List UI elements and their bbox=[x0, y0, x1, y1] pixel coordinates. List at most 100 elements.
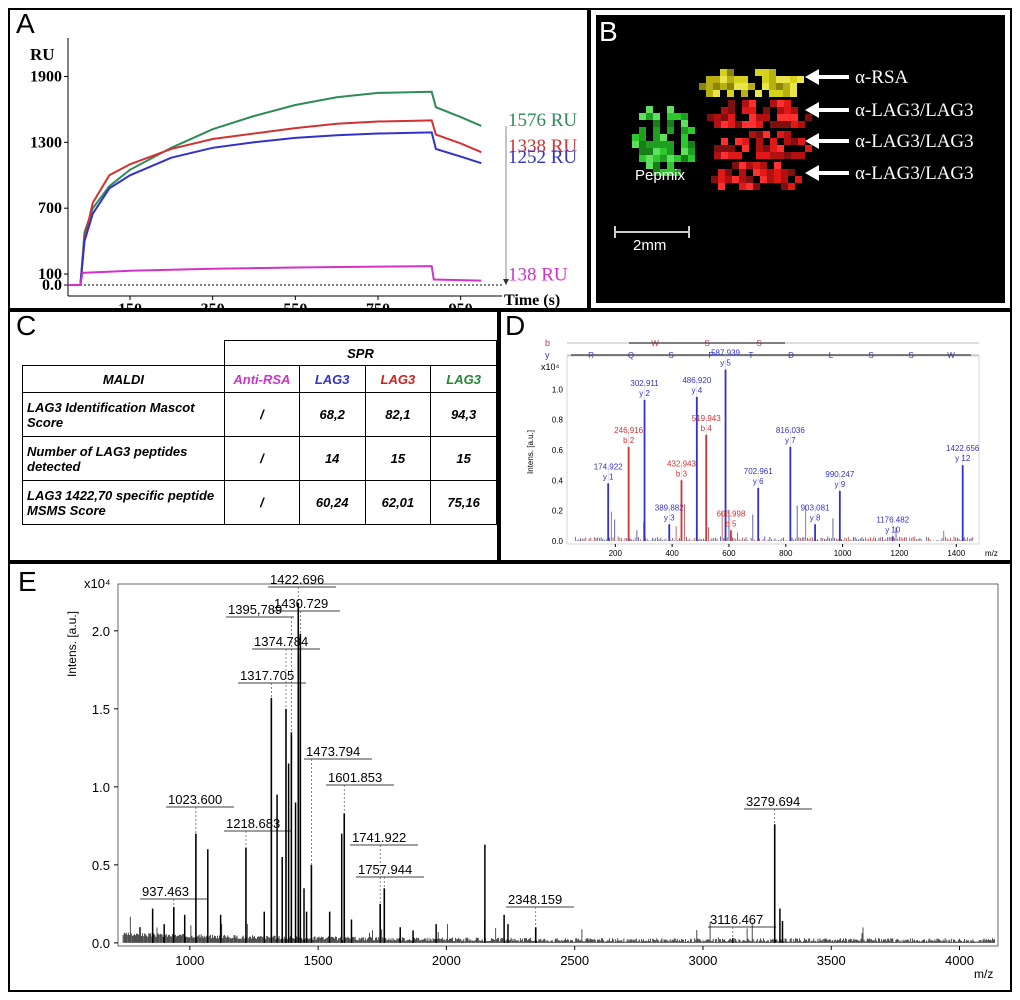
lag3-spot-pixel bbox=[707, 114, 714, 121]
y-tick-label: 1900 bbox=[30, 68, 62, 85]
row-label: LAG3 Identification Mascot Score bbox=[22, 392, 225, 437]
rsa-spot-pixel bbox=[741, 90, 748, 97]
peak-mz-label: 519.943 bbox=[692, 414, 721, 423]
panel-e-label: E bbox=[18, 566, 37, 597]
x-tick-label: 2500 bbox=[560, 953, 589, 968]
lag3-spot-pixel bbox=[746, 162, 753, 169]
lag3-spot-pixel bbox=[728, 121, 735, 128]
lag3-spot-pixel bbox=[732, 162, 739, 169]
lag3-spot-pixel bbox=[781, 169, 788, 176]
lag3-spot-pixel bbox=[714, 114, 721, 121]
lag3-spot-pixel bbox=[732, 176, 739, 183]
peak-ion-label: y 8 bbox=[810, 513, 821, 522]
rsa-spot-pixel bbox=[713, 83, 720, 90]
peak-ion-label: y 9 bbox=[835, 480, 846, 489]
pepmix-spot-pixel bbox=[667, 169, 674, 176]
y-tick-label: 0.6 bbox=[552, 446, 564, 455]
column-header-anti-rsa: Anti-RSA bbox=[223, 365, 300, 393]
peak-mz-label: 1317.705 bbox=[240, 668, 294, 683]
panel-c-label: C bbox=[16, 310, 37, 341]
lag3-spot-pixel bbox=[760, 169, 767, 176]
pepmix-spot-pixel bbox=[646, 141, 653, 148]
peak-ion-label: y 12 bbox=[955, 454, 971, 463]
panel-e: E x10⁴ Intens. [a.u.] m/z 0.0 0.5 1.0 1.5 2.0 10… bbox=[8, 562, 1012, 992]
peak-ion-label: b 2 bbox=[623, 436, 635, 445]
pepmix-spot-pixel bbox=[660, 141, 667, 148]
rsa-spot-pixel bbox=[727, 76, 734, 83]
arrow-label: α-RSA bbox=[855, 67, 909, 88]
lag3-spot-pixel bbox=[777, 100, 784, 107]
rsa-spot-pixel bbox=[741, 83, 748, 90]
row-label: LAG3 1422,70 specific peptide MSMS Score bbox=[22, 480, 225, 525]
x-tick-label: 1400 bbox=[947, 549, 965, 558]
pepmix-spot-pixel bbox=[660, 134, 667, 141]
y-axis-label: RU bbox=[30, 45, 55, 64]
lag3-spot-pixel bbox=[728, 145, 735, 152]
column-header-lag3-red: LAG3 bbox=[364, 365, 432, 393]
rsa-spot-pixel bbox=[790, 90, 797, 97]
table-row: LAG3 1422,70 specific peptide MSMS Score… bbox=[22, 480, 497, 525]
rsa-spot-pixel bbox=[727, 83, 734, 90]
pepmix-spot-pixel bbox=[646, 162, 653, 169]
pepmix-spot-pixel bbox=[681, 120, 688, 127]
arrow-label: α-LAG3/LAG3 bbox=[855, 100, 974, 121]
rsa-spot-pixel bbox=[790, 76, 797, 83]
b-ion-label: b bbox=[545, 338, 550, 348]
lag3-spot-pixel bbox=[774, 176, 781, 183]
noise-trace bbox=[122, 916, 995, 943]
lag3-spot-pixel bbox=[756, 152, 763, 159]
y-exponent-label: x10⁴ bbox=[84, 576, 111, 591]
lag3-spot-pixel bbox=[749, 121, 756, 128]
rsa-spot-pixel bbox=[797, 76, 804, 83]
lag3-spot-pixel bbox=[788, 183, 795, 190]
rsa-spot-pixel bbox=[769, 90, 776, 97]
lag3-spot-pixel bbox=[742, 138, 749, 145]
y-tick-label: 2.0 bbox=[92, 624, 110, 639]
lag3-spot-pixel bbox=[763, 107, 770, 114]
lag3-spot-pixel bbox=[735, 152, 742, 159]
rsa-spot-pixel bbox=[762, 69, 769, 76]
table-cell: 68,2 bbox=[298, 392, 366, 437]
panel-d-label: D bbox=[505, 310, 526, 341]
peak-mz-label: 903.081 bbox=[801, 503, 830, 512]
peak-mz-label: 1422.656 bbox=[946, 444, 980, 453]
spr-header: SPR bbox=[223, 340, 497, 366]
lag3-spot-pixel bbox=[739, 169, 746, 176]
panel-c: C SPR MALDI Anti-RSA LAG3 LAG3 LAG3 LAG3… bbox=[8, 310, 499, 562]
peak-mz-label: 174.922 bbox=[594, 462, 623, 471]
lag3-spot-pixel bbox=[714, 145, 721, 152]
lag3-spot-pixel bbox=[739, 162, 746, 169]
pepmix-spot-pixel bbox=[667, 141, 674, 148]
series-line-1 bbox=[68, 119, 482, 286]
panel-d: D x10⁴ Intens. [a.u.] m/z 0.0 0.2 0.4 0.6 0.8 1.… bbox=[499, 310, 1012, 562]
table-row: Number of LAG3 peptides detected / 14 15… bbox=[22, 436, 497, 481]
peak-ion-label: y 6 bbox=[753, 477, 764, 486]
peak-ion-label: b 5 bbox=[725, 519, 737, 528]
x-axis-label: m/z bbox=[974, 967, 993, 981]
lag3-spot-pixel bbox=[746, 176, 753, 183]
rsa-spot-pixel bbox=[783, 83, 790, 90]
rsa-spot-pixel bbox=[762, 76, 769, 83]
lag3-spot-pixel bbox=[777, 114, 784, 121]
lag3-spot-pixel bbox=[714, 121, 721, 128]
x-tick-label: 1000 bbox=[834, 549, 852, 558]
column-header-lag3-green: LAG3 bbox=[430, 365, 497, 393]
arrow-left-icon bbox=[805, 133, 819, 149]
results-table: SPR MALDI Anti-RSA LAG3 LAG3 LAG3 LAG3 I… bbox=[22, 340, 497, 525]
peak-mz-label: 816.036 bbox=[776, 426, 805, 435]
lag3-spot-pixel bbox=[763, 131, 770, 138]
lag3-spot-pixel bbox=[784, 138, 791, 145]
lag3-spot-pixel bbox=[749, 131, 756, 138]
rsa-spot-pixel bbox=[706, 83, 713, 90]
table-cell: / bbox=[223, 436, 300, 481]
pepmix-spot-pixel bbox=[632, 134, 639, 141]
pepmix-spot-pixel bbox=[653, 120, 660, 127]
lag3-spot-pixel bbox=[770, 152, 777, 159]
lag3-spot-pixel bbox=[763, 114, 770, 121]
pepmix-spot-pixel bbox=[653, 127, 660, 134]
peak-mz-label: 1023.600 bbox=[168, 792, 222, 807]
lag3-spot-pixel bbox=[718, 176, 725, 183]
peak-mz-label: 3279.694 bbox=[746, 794, 800, 809]
